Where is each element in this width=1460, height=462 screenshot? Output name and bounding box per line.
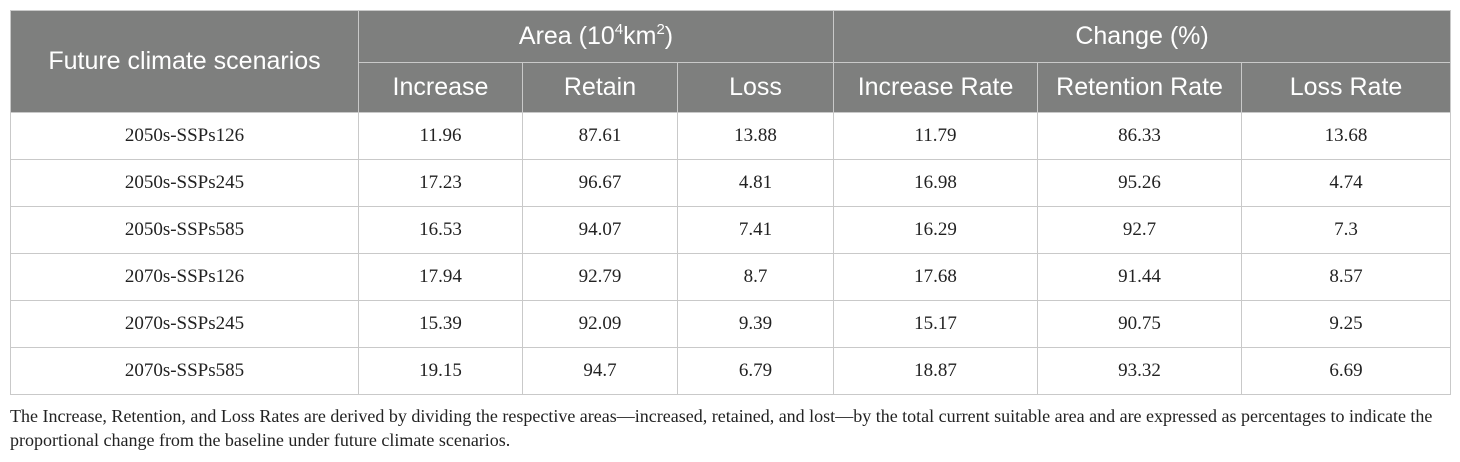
cell: 17.68 bbox=[833, 253, 1039, 301]
cell-scenario: 2070s-SSPs585 bbox=[10, 347, 359, 395]
cell: 4.81 bbox=[676, 159, 835, 207]
cell: 92.7 bbox=[1037, 206, 1243, 254]
header-change-group: Change (%) bbox=[833, 10, 1452, 63]
cell: 4.74 bbox=[1241, 159, 1452, 207]
cell: 9.25 bbox=[1241, 300, 1452, 348]
cell: 17.23 bbox=[358, 159, 523, 207]
cell: 93.32 bbox=[1037, 347, 1243, 395]
data-table: Future climate scenarios Area (104km2) C… bbox=[10, 10, 1452, 395]
header-loss-rate: Loss Rate bbox=[1241, 62, 1452, 113]
cell: 6.79 bbox=[676, 347, 835, 395]
cell: 6.69 bbox=[1241, 347, 1452, 395]
cell: 90.75 bbox=[1037, 300, 1243, 348]
header-loss: Loss bbox=[676, 62, 835, 113]
table-footnote: The Increase, Retention, and Loss Rates … bbox=[10, 406, 1433, 450]
header-scenario: Future climate scenarios bbox=[10, 10, 359, 113]
cell: 7.41 bbox=[676, 206, 835, 254]
table-row: 2050s-SSPs245 17.23 96.67 4.81 16.98 95.… bbox=[10, 159, 1452, 207]
cell-scenario: 2050s-SSPs585 bbox=[10, 206, 359, 254]
cell: 17.94 bbox=[358, 253, 523, 301]
table-container: Future climate scenarios Area (104km2) C… bbox=[10, 10, 1452, 452]
cell: 96.67 bbox=[522, 159, 678, 207]
cell: 87.61 bbox=[522, 112, 678, 160]
header-area-group: Area (104km2) bbox=[357, 10, 835, 63]
cell: 8.7 bbox=[676, 253, 835, 301]
cell: 13.68 bbox=[1241, 112, 1452, 160]
cell: 13.88 bbox=[676, 112, 835, 160]
header-retain: Retain bbox=[522, 62, 678, 113]
cell: 18.87 bbox=[833, 347, 1039, 395]
table-row: 2050s-SSPs126 11.96 87.61 13.88 11.79 86… bbox=[10, 112, 1452, 160]
cell: 8.57 bbox=[1241, 253, 1452, 301]
cell: 16.53 bbox=[358, 206, 523, 254]
header-retention-rate: Retention Rate bbox=[1037, 62, 1243, 113]
cell: 16.29 bbox=[833, 206, 1039, 254]
cell: 7.3 bbox=[1241, 206, 1452, 254]
cell: 92.79 bbox=[522, 253, 678, 301]
cell: 9.39 bbox=[676, 300, 835, 348]
cell-scenario: 2070s-SSPs245 bbox=[10, 300, 359, 348]
cell: 19.15 bbox=[358, 347, 523, 395]
cell-scenario: 2070s-SSPs126 bbox=[10, 253, 359, 301]
table-row: 2070s-SSPs126 17.94 92.79 8.7 17.68 91.4… bbox=[10, 253, 1452, 301]
header-increase: Increase bbox=[358, 62, 523, 113]
table-row: 2050s-SSPs585 16.53 94.07 7.41 16.29 92.… bbox=[10, 206, 1452, 254]
cell: 92.09 bbox=[522, 300, 678, 348]
table-row: 2070s-SSPs585 19.15 94.7 6.79 18.87 93.3… bbox=[10, 347, 1452, 395]
header-increase-rate: Increase Rate bbox=[833, 62, 1039, 113]
cell-scenario: 2050s-SSPs126 bbox=[10, 112, 359, 160]
cell: 15.17 bbox=[833, 300, 1039, 348]
cell: 91.44 bbox=[1037, 253, 1243, 301]
cell: 86.33 bbox=[1037, 112, 1243, 160]
cell: 94.7 bbox=[522, 347, 678, 395]
cell: 11.96 bbox=[358, 112, 523, 160]
cell: 94.07 bbox=[522, 206, 678, 254]
cell: 11.79 bbox=[833, 112, 1039, 160]
cell: 16.98 bbox=[833, 159, 1039, 207]
cell: 95.26 bbox=[1037, 159, 1243, 207]
cell-scenario: 2050s-SSPs245 bbox=[10, 159, 359, 207]
table-row: 2070s-SSPs245 15.39 92.09 9.39 15.17 90.… bbox=[10, 300, 1452, 348]
cell: 15.39 bbox=[358, 300, 523, 348]
